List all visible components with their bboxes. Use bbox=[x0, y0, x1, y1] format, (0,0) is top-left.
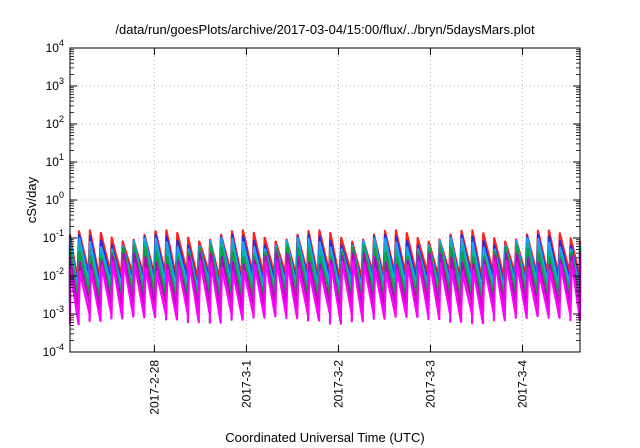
x-axis-label: Coordinated Universal Time (UTC) bbox=[225, 430, 424, 445]
y-tick-label: 103 bbox=[46, 76, 64, 93]
chart-title: /data/run/goesPlots/archive/2017-03-04/1… bbox=[115, 22, 535, 37]
y-tick-label: 10-1 bbox=[43, 228, 64, 245]
x-tick-label: 2017-3-4 bbox=[515, 360, 529, 408]
y-tick-label: 101 bbox=[46, 152, 64, 169]
y-tick-label: 10-4 bbox=[43, 342, 64, 359]
x-tick-label: 2017-3-2 bbox=[331, 360, 345, 408]
x-tick-label: 2017-2-28 bbox=[147, 360, 161, 415]
series-layer bbox=[68, 229, 582, 326]
y-tick-label: 100 bbox=[46, 190, 64, 207]
y-tick-label: 102 bbox=[46, 114, 64, 131]
x-tick-label: 2017-3-3 bbox=[423, 360, 437, 408]
x-tick-label: 2017-3-1 bbox=[239, 360, 253, 408]
y-tick-label: 104 bbox=[46, 38, 64, 55]
y-tick-label: 10-3 bbox=[43, 304, 64, 321]
plot-frame bbox=[69, 47, 581, 353]
y-axis-label: cSv/day bbox=[24, 176, 39, 223]
y-tick-label: 10-2 bbox=[43, 266, 64, 283]
series-line bbox=[68, 259, 582, 326]
axis-ticks: 10-4 10-3 10-2 10-1 100 101 102 103 104 2017-2-28… bbox=[43, 38, 580, 415]
